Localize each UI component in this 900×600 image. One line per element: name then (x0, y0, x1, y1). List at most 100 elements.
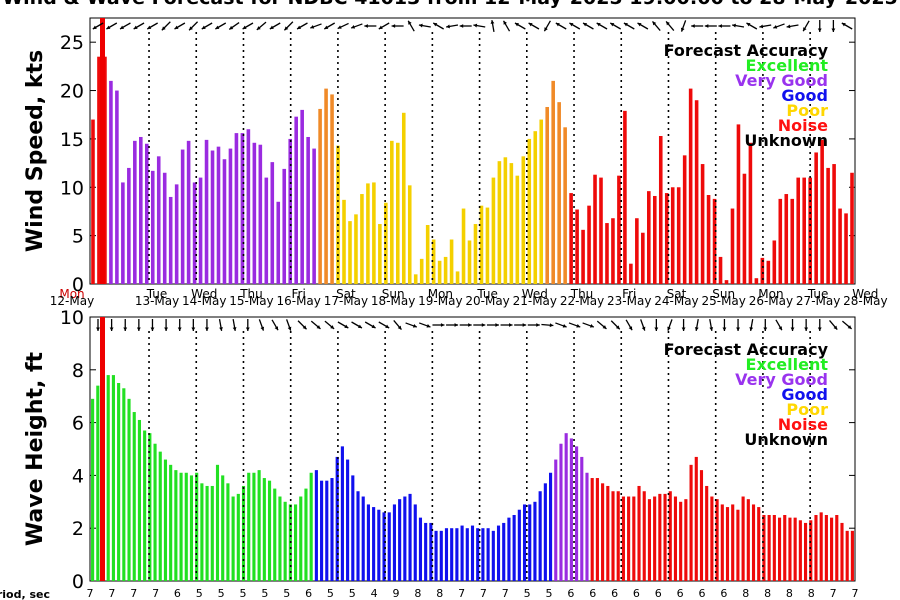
data-bar (236, 493, 240, 581)
y-tick-label: 0 (72, 571, 84, 593)
y-tick-label: 2 (72, 518, 84, 540)
day-date: 28-May (843, 294, 887, 308)
data-bar (741, 496, 745, 581)
data-bar (533, 131, 538, 284)
data-bar (850, 530, 854, 581)
legend-title: Forecast Accuracy (664, 340, 829, 359)
data-bar (325, 480, 329, 581)
data-bar (282, 168, 287, 284)
data-bar (174, 184, 179, 284)
direction-arrow-head (92, 25, 97, 29)
data-bar (642, 491, 646, 581)
legend-item: Noise (778, 415, 828, 434)
direction-arrow-head (260, 326, 265, 331)
data-bar (694, 456, 698, 581)
data-bar (730, 208, 735, 284)
y-tick-label: 0 (72, 274, 84, 296)
direction-arrow-head (667, 326, 671, 331)
data-bar (760, 257, 765, 284)
direction-arrow-head (709, 327, 714, 331)
data-bar (133, 140, 137, 284)
data-bar (288, 138, 293, 284)
day-name: Sun (382, 287, 405, 301)
period-value: 8 (436, 587, 443, 600)
day-date: 24-May (654, 294, 698, 308)
data-bar (429, 522, 433, 581)
data-bar (564, 433, 568, 581)
direction-arrow-head (397, 325, 402, 330)
data-bar (205, 485, 209, 581)
data-bar (700, 164, 705, 284)
direction-arrow-head (120, 25, 125, 29)
direction-arrow-head (287, 326, 292, 331)
data-bar (121, 182, 125, 284)
data-bar (748, 142, 753, 284)
data-bar (330, 478, 334, 581)
period-value: 4 (371, 587, 378, 600)
direction-arrow-head (426, 324, 431, 328)
direction-arrow-head (201, 25, 206, 29)
direction-arrow-head (106, 25, 111, 29)
data-bar (673, 496, 678, 581)
data-bar (668, 491, 672, 581)
day-date: 18-May (371, 294, 415, 308)
data-bar (403, 496, 407, 581)
data-bar (515, 175, 520, 284)
day-date: 14-May (182, 294, 226, 308)
direction-arrow-head (147, 25, 152, 29)
data-bar (699, 470, 704, 581)
direction-arrow-head (576, 324, 581, 328)
data-bar (767, 515, 771, 581)
direction-arrow-head (596, 23, 601, 27)
day-name: Sat (667, 287, 687, 301)
day-name: Mon (758, 287, 783, 301)
period-value: 7 (502, 587, 509, 600)
data-bar (465, 528, 469, 581)
data-bar (390, 140, 394, 284)
data-bar (486, 528, 490, 581)
data-bar (670, 187, 675, 284)
period-value: 7 (830, 587, 837, 600)
period-value: 6 (677, 587, 684, 600)
data-bar (788, 517, 792, 581)
data-bar (772, 240, 777, 284)
data-bar (762, 515, 766, 581)
now-marker (100, 317, 105, 581)
direction-arrow-head (736, 327, 740, 331)
data-bar (139, 136, 143, 284)
data-bar (814, 515, 818, 581)
data-bar (569, 193, 573, 284)
data-bar (772, 515, 776, 581)
data-bar (392, 504, 396, 581)
data-bar (580, 456, 584, 581)
day-date: 21-May (513, 294, 557, 308)
direction-arrow-head (555, 23, 560, 27)
data-bar (538, 491, 542, 581)
data-bar (434, 530, 438, 581)
period-value: 6 (567, 587, 574, 600)
direction-arrow-head (177, 327, 182, 331)
data-bar (826, 167, 830, 284)
wind-speed-panel: Wind Speed, kts 0 5 10 15 20 25 Forecast Accura… (23, 17, 856, 296)
data-bar (551, 80, 555, 284)
day-date: 26-May (749, 294, 793, 308)
period-value: 6 (633, 587, 640, 600)
data-bar (304, 488, 308, 581)
direction-arrow-head (569, 23, 574, 27)
legend-item: Unknown (744, 131, 828, 150)
data-bar (278, 496, 282, 581)
direction-arrow-head (495, 323, 499, 327)
data-bar (460, 525, 464, 581)
data-bar (387, 512, 391, 581)
data-bar (485, 207, 490, 284)
data-bar (180, 149, 185, 284)
direction-arrow-head (833, 325, 838, 330)
data-bar (132, 412, 136, 581)
direction-arrow-head (245, 327, 250, 331)
direction-arrow-head (589, 324, 594, 328)
data-bar (606, 485, 610, 581)
data-bar (512, 515, 516, 581)
direction-arrow-head (242, 25, 247, 29)
data-bar (517, 509, 521, 581)
data-bar (300, 109, 304, 285)
